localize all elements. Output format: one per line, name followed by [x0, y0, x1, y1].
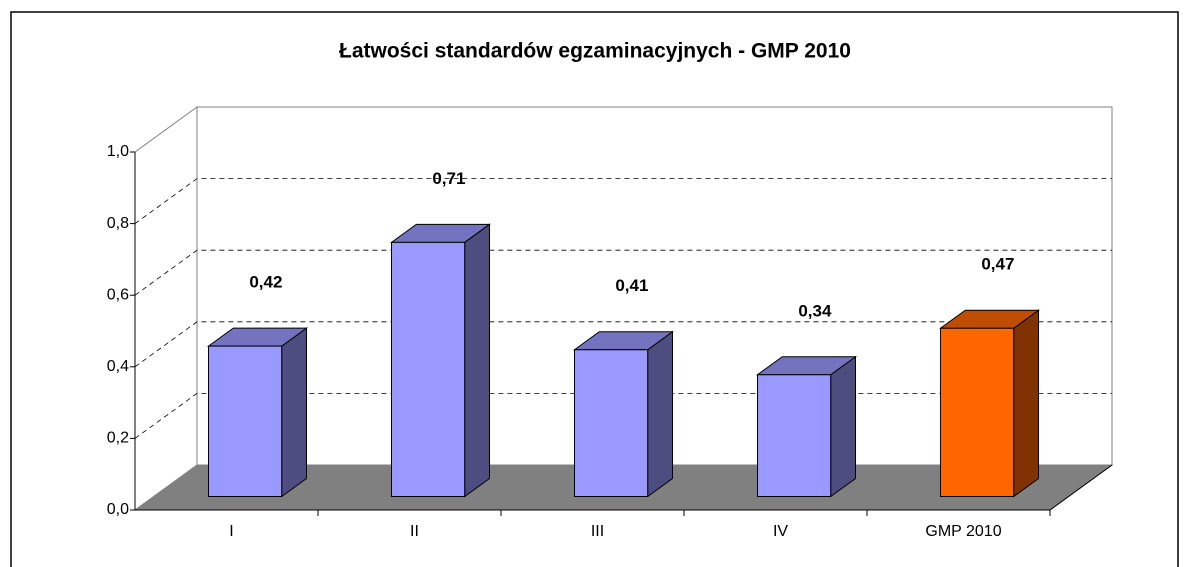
x-tick-label: III [591, 523, 604, 540]
y-tick-label: 0,0 [107, 501, 129, 518]
grid-line [134, 249, 1112, 296]
bar-front [574, 349, 649, 497]
grid-line [134, 321, 1112, 368]
value-label: 0,47 [981, 255, 1014, 274]
bar-front [208, 345, 283, 497]
y-tick-label: 0,4 [107, 358, 129, 375]
chart-title: Łatwości standardów egzaminacyjnych - GM… [339, 40, 851, 63]
bar-side [647, 330, 673, 498]
grid-line [134, 178, 1112, 224]
side-wall-top [134, 106, 198, 153]
bar [572, 330, 675, 498]
y-tick-label: 0,8 [107, 215, 129, 232]
bar-front [940, 327, 1015, 497]
bar [389, 223, 492, 498]
value-label: 0,41 [615, 276, 648, 295]
bar [755, 355, 858, 498]
value-label: 0,42 [249, 273, 282, 292]
y-tick-label: 0,2 [107, 430, 129, 447]
back-wall [196, 106, 1113, 465]
x-tick-label: IV [773, 523, 788, 540]
x-tick-label: I [229, 523, 233, 540]
y-tick-label: 0,6 [107, 286, 129, 303]
x-tick-label: II [410, 523, 419, 540]
x-tick-label: GMP 2010 [925, 523, 1001, 540]
bar-side [1013, 309, 1039, 498]
y-tick-label: 1,0 [107, 143, 129, 160]
x-axis-depth [1049, 464, 1113, 511]
value-label: 0,34 [798, 301, 832, 320]
bar-side [830, 355, 856, 498]
bar-front [391, 241, 466, 497]
value-label: 0,71 [432, 169, 465, 188]
bar-front [757, 374, 832, 497]
bar [938, 309, 1041, 498]
bar-side [464, 223, 490, 498]
bar [206, 327, 309, 498]
bar-side [281, 327, 307, 498]
